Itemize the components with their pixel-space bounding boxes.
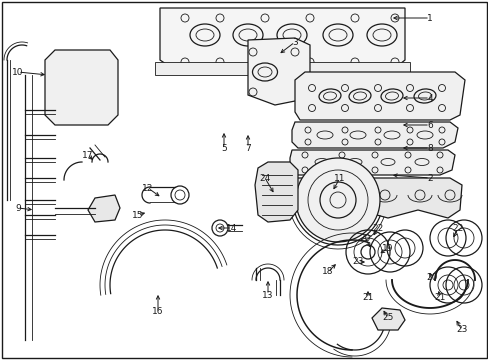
Polygon shape: [287, 178, 461, 218]
Text: 20: 20: [359, 234, 370, 243]
Text: 11: 11: [334, 174, 345, 183]
Text: 15: 15: [132, 211, 143, 220]
Text: 10: 10: [12, 68, 24, 77]
Text: 25: 25: [382, 314, 393, 323]
Text: 7: 7: [244, 144, 250, 153]
Polygon shape: [254, 162, 297, 222]
Polygon shape: [371, 308, 404, 330]
Polygon shape: [291, 122, 457, 148]
Text: 5: 5: [221, 144, 226, 153]
Polygon shape: [45, 50, 118, 125]
Text: 3: 3: [291, 37, 297, 46]
Text: 16: 16: [152, 307, 163, 316]
Text: 6: 6: [426, 121, 432, 130]
Text: 17: 17: [82, 150, 94, 159]
Polygon shape: [289, 150, 454, 175]
Polygon shape: [155, 62, 409, 75]
Text: 14: 14: [226, 224, 237, 233]
Text: 21: 21: [362, 293, 373, 302]
Text: 9: 9: [15, 203, 21, 212]
Text: 12: 12: [142, 184, 153, 193]
Text: 23: 23: [455, 325, 467, 334]
Text: 21: 21: [433, 293, 445, 302]
Polygon shape: [294, 72, 464, 120]
Circle shape: [295, 158, 379, 242]
Text: 22: 22: [451, 224, 463, 233]
Text: 20: 20: [426, 274, 437, 283]
Polygon shape: [160, 8, 404, 72]
Text: 23: 23: [351, 257, 363, 266]
Polygon shape: [88, 195, 120, 222]
Text: 22: 22: [372, 224, 383, 233]
Polygon shape: [247, 38, 309, 105]
Text: 1: 1: [426, 14, 432, 23]
Text: 18: 18: [322, 267, 333, 276]
Text: 4: 4: [427, 94, 432, 103]
Text: 13: 13: [262, 291, 273, 300]
Text: 19: 19: [382, 243, 393, 252]
Text: 8: 8: [426, 144, 432, 153]
Text: 2: 2: [427, 174, 432, 183]
Text: 24: 24: [259, 174, 270, 183]
